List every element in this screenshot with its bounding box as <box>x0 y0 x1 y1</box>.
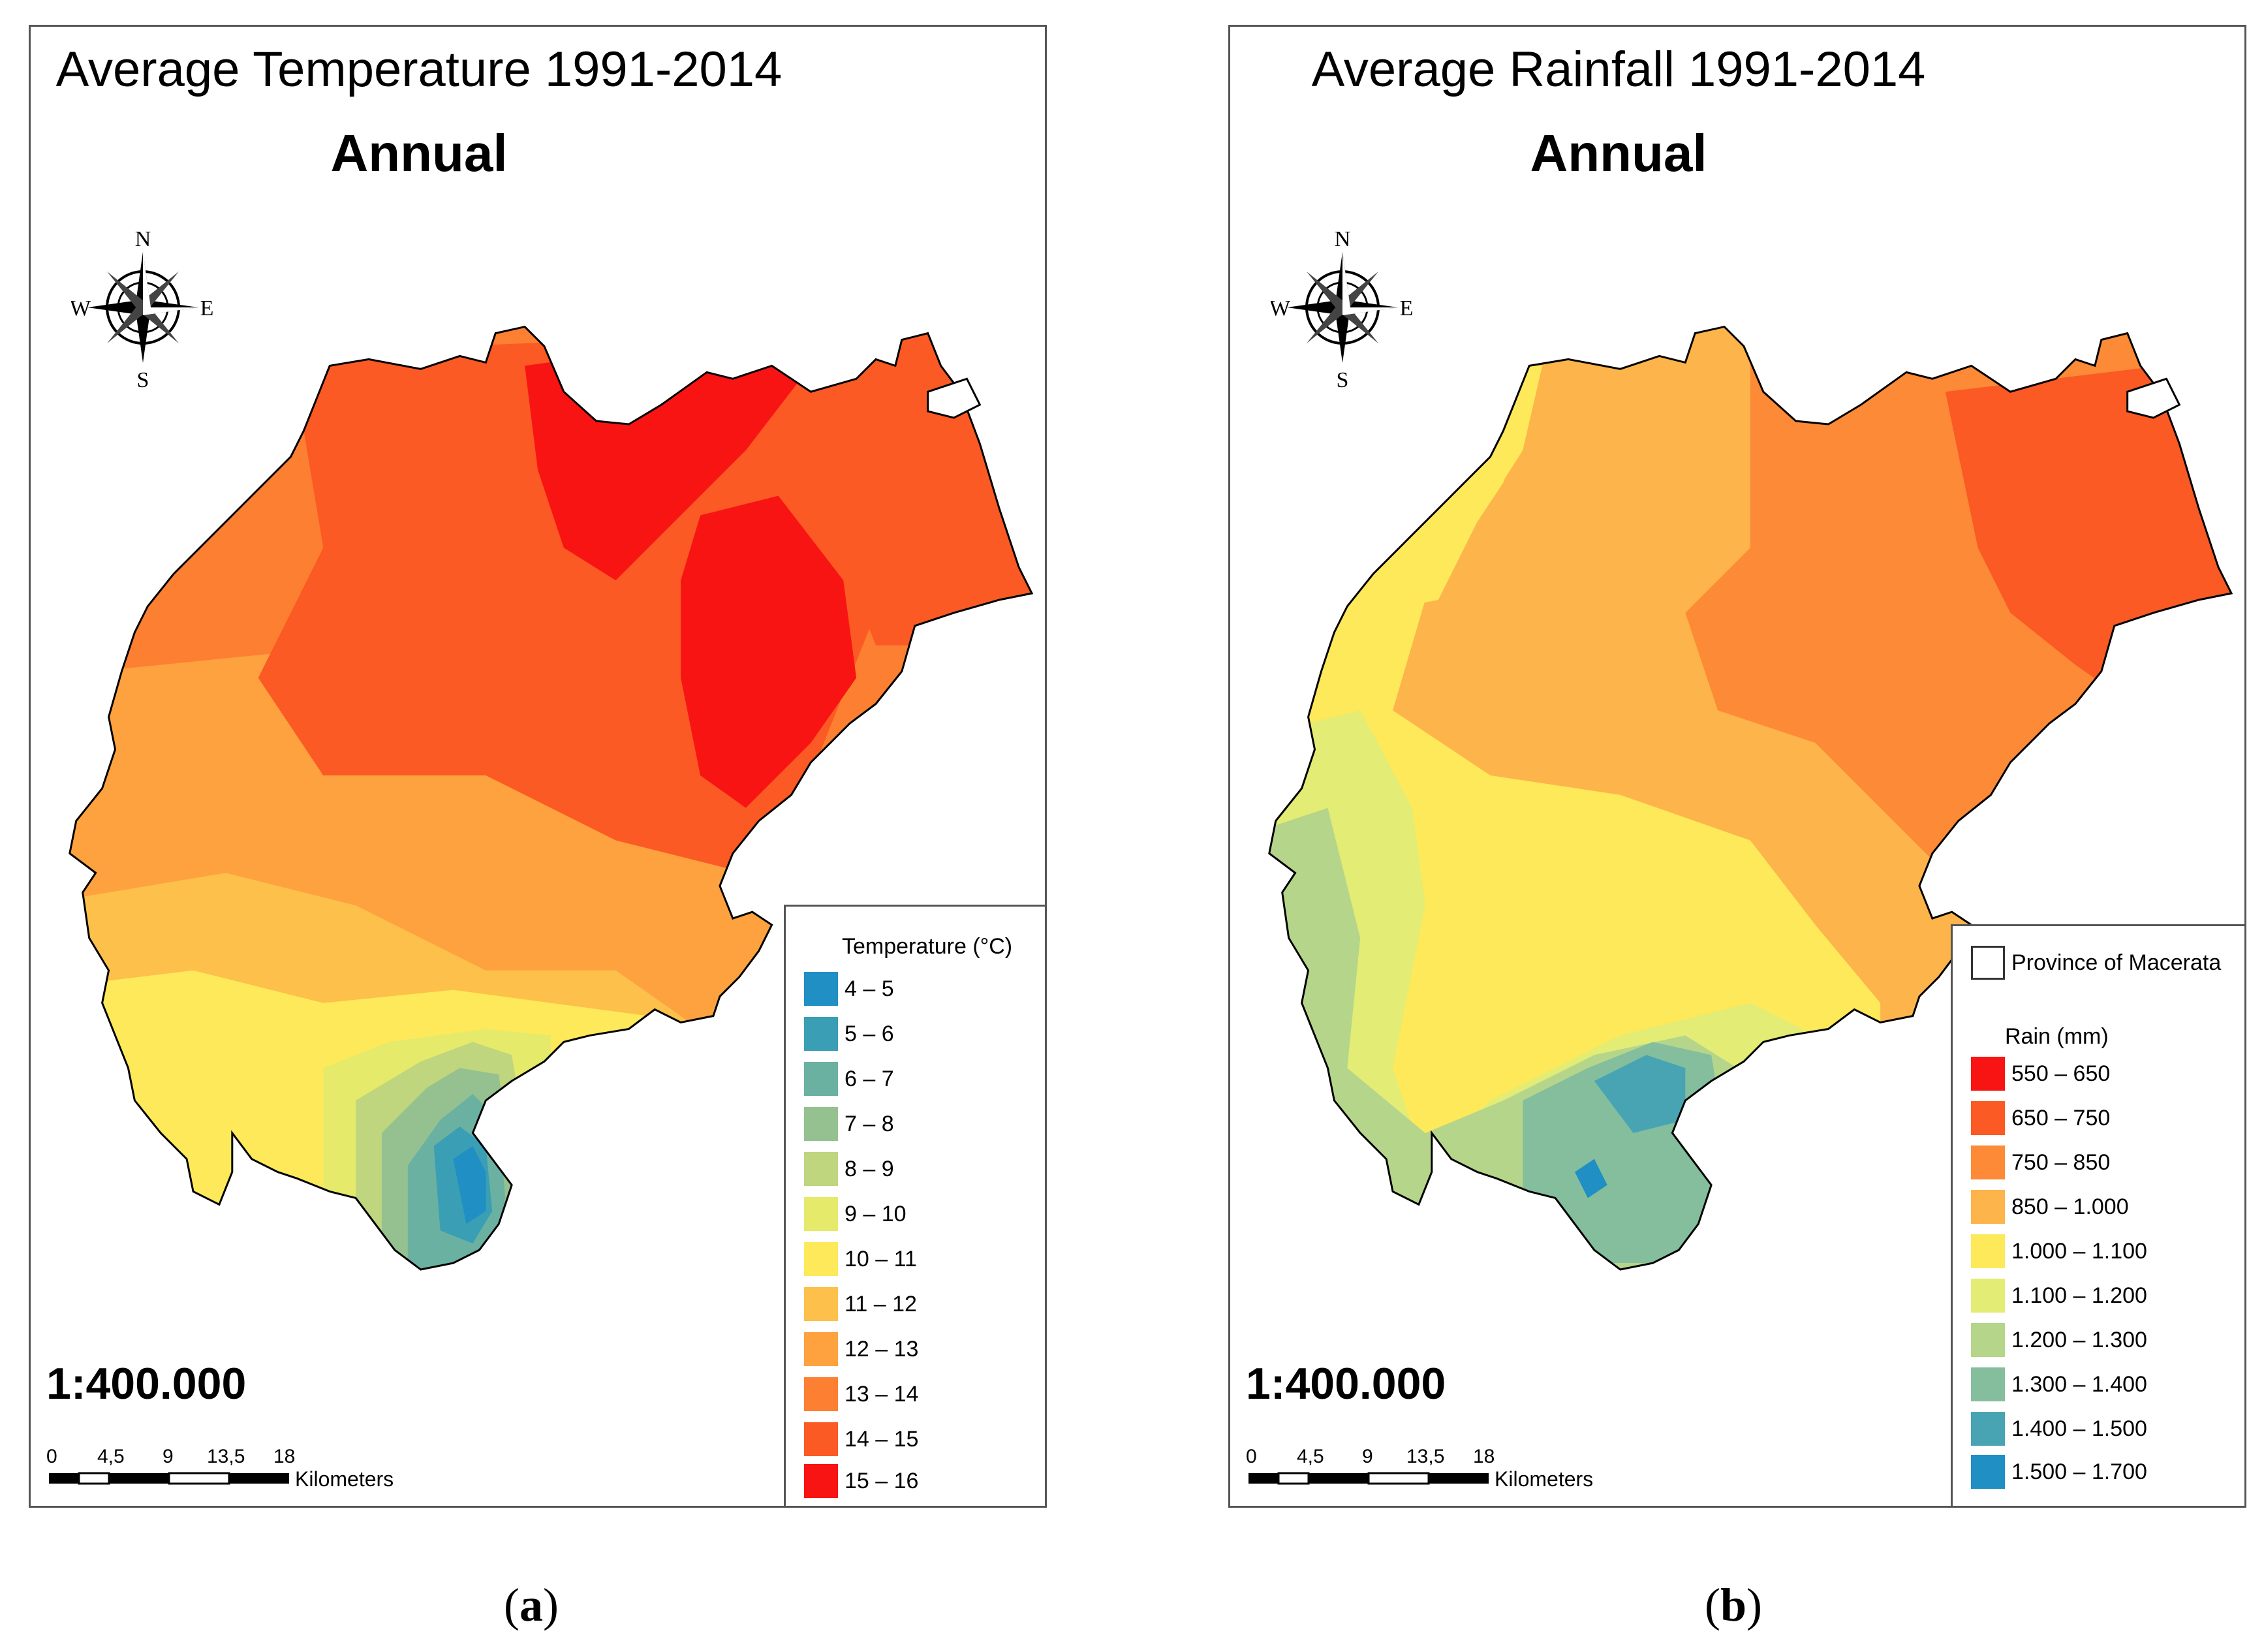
legend-item: 9 – 10 <box>804 1194 907 1234</box>
legend-swatch <box>804 1377 838 1411</box>
legend-swatch <box>1971 1057 2005 1091</box>
map-subtitle: Annual <box>330 124 508 182</box>
legend-swatch <box>1971 1279 2005 1313</box>
compass-n: N <box>135 227 151 251</box>
caption-b: (b) <box>1705 1579 1763 1631</box>
legend-item: 650 – 750 <box>1971 1099 2110 1138</box>
legend-item: 14 – 15 <box>804 1420 918 1459</box>
scale-bar: 0 4,5 9 13,5 18 Kilometers <box>1243 1442 1648 1507</box>
legend-swatch <box>1971 1323 2005 1357</box>
legend-swatch <box>804 1062 838 1096</box>
temperature-map-panel: Average Temperature 1991-2014 Annual N S… <box>29 25 1047 1508</box>
compass-n: N <box>1335 227 1351 251</box>
scale-tick: 9 <box>1362 1446 1373 1467</box>
legend-swatch <box>1971 1455 2005 1489</box>
legend-item: 8 – 9 <box>804 1149 894 1189</box>
legend-title: Temperature (°C) <box>842 934 1013 959</box>
map-subtitle: Annual <box>1530 124 1707 182</box>
map-title: Average Temperature 1991-2014 <box>55 42 783 97</box>
legend-item: 750 – 850 <box>1971 1143 2110 1182</box>
scale-bar: 0 4,5 9 13,5 18 Kilometers <box>44 1442 448 1507</box>
legend-item: 550 – 650 <box>1971 1054 2110 1093</box>
legend-swatch <box>804 1464 838 1498</box>
rainfall-map-panel: Average Rainfall 1991-2014 Annual N S W … <box>1228 25 2246 1508</box>
map-title: Average Rainfall 1991-2014 <box>1311 42 1926 97</box>
legend-swatch <box>1971 946 2005 980</box>
scale-tick: 0 <box>46 1446 57 1467</box>
compass-w: W <box>71 296 91 320</box>
legend-swatch <box>804 1197 838 1231</box>
compass-s: S <box>137 368 149 392</box>
legend-swatch <box>1971 1190 2005 1224</box>
legend-item: 4 – 5 <box>804 969 894 1008</box>
legend-swatch <box>1971 1412 2005 1446</box>
legend-item: Province of Macerata <box>1971 943 2221 982</box>
compass-e: E <box>1400 296 1414 320</box>
scale-tick: 0 <box>1246 1446 1257 1467</box>
legend-swatch <box>804 1152 838 1186</box>
scale-tick: 13,5 <box>1406 1446 1444 1467</box>
north-arrow-icon: N S W E <box>70 223 215 392</box>
legend-swatch <box>804 1017 838 1051</box>
legend-swatch <box>1971 1367 2005 1401</box>
compass-s: S <box>1337 368 1349 392</box>
legend-swatch <box>804 1107 838 1141</box>
legend-item: 7 – 8 <box>804 1104 894 1144</box>
legend-item: 1.200 – 1.300 <box>1971 1320 2147 1360</box>
legend-item: 1.100 – 1.200 <box>1971 1276 2147 1315</box>
scale-tick: 4,5 <box>97 1446 125 1467</box>
legend-item: 10 – 11 <box>804 1239 917 1279</box>
scale-ratio: 1:400.000 <box>1246 1359 1446 1409</box>
legend-item: 1.000 – 1.100 <box>1971 1232 2147 1271</box>
legend-item: 13 – 14 <box>804 1375 918 1414</box>
legend-swatch <box>1971 1234 2005 1268</box>
north-arrow-icon: N S W E <box>1269 223 1414 392</box>
legend-swatch <box>1971 1145 2005 1179</box>
scale-unit: Kilometers <box>295 1467 394 1491</box>
legend-swatch <box>804 1332 838 1366</box>
legend-item: 12 – 13 <box>804 1330 918 1369</box>
compass-e: E <box>200 296 214 320</box>
scale-unit: Kilometers <box>1495 1467 1593 1491</box>
legend-swatch <box>804 1422 838 1456</box>
scale-tick: 18 <box>1473 1446 1495 1467</box>
legend-item: 6 – 7 <box>804 1059 894 1099</box>
legend-swatch <box>1971 1101 2005 1135</box>
legend-item: 1.400 – 1.500 <box>1971 1409 2147 1448</box>
caption-a: (a) <box>504 1579 559 1631</box>
legend-item: 850 – 1.000 <box>1971 1187 2129 1226</box>
compass-w: W <box>1271 296 1291 320</box>
legend-swatch <box>804 1287 838 1321</box>
legend-item: 5 – 6 <box>804 1014 894 1053</box>
scale-tick: 9 <box>163 1446 174 1467</box>
legend-item: 1.500 – 1.700 <box>1971 1454 2147 1490</box>
legend-title: Rain (mm) <box>2005 1024 2109 1049</box>
legend-item: 15 – 16 <box>804 1464 918 1498</box>
scale-tick: 13,5 <box>207 1446 245 1467</box>
temperature-legend: Temperature (°C) 4 – 5 5 – 6 6 – 7 7 – 8… <box>784 905 1045 1506</box>
scale-tick: 4,5 <box>1297 1446 1324 1467</box>
legend-item: 11 – 12 <box>804 1285 917 1324</box>
rainfall-legend: Province of Macerata Rain (mm) 550 – 650… <box>1951 924 2244 1506</box>
scale-tick: 18 <box>273 1446 295 1467</box>
scale-ratio: 1:400.000 <box>46 1359 247 1409</box>
rainfall-map <box>1268 325 2233 1271</box>
temperature-map <box>69 325 1034 1271</box>
boundary-label: Province of Macerata <box>2011 950 2222 975</box>
legend-item: 1.300 – 1.400 <box>1971 1365 2147 1404</box>
legend-swatch <box>804 1242 838 1276</box>
legend-swatch <box>804 972 838 1006</box>
